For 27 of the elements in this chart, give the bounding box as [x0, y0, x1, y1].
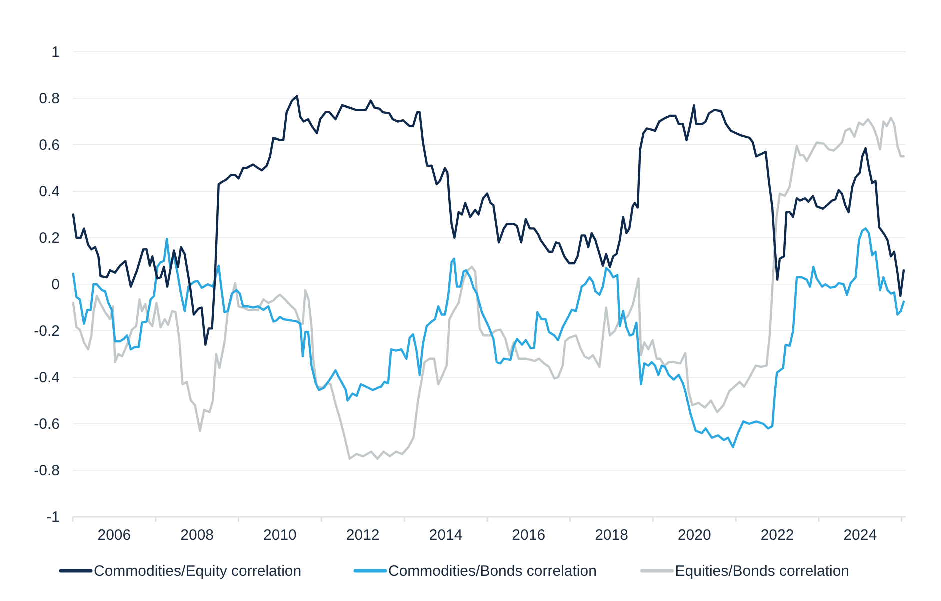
x-tick-label: 2014: [429, 527, 463, 544]
x-tick-label: 2008: [180, 527, 214, 544]
y-tick-label: -1: [46, 509, 60, 526]
x-tick-label: 2020: [678, 527, 712, 544]
y-tick-label: -0.6: [34, 416, 60, 433]
line-series: [72, 228, 906, 448]
x-tick-label: 2024: [844, 527, 878, 544]
x-tick-label: 2018: [595, 527, 628, 544]
y-tick-label: 0.8: [39, 90, 60, 108]
y-tick-label: 0.2: [39, 230, 60, 247]
y-tick-label: 0: [52, 276, 60, 294]
y-tick-label: -0.8: [34, 462, 60, 480]
x-tick-label: 2006: [98, 527, 132, 544]
x-tick-label: 2022: [760, 527, 794, 544]
x-tick-label: 2016: [512, 527, 546, 544]
line-series: [72, 95, 906, 346]
legend-label: Commodities/Equity correlation: [94, 563, 302, 580]
legend-label: Equities/Bonds correlation: [675, 563, 850, 580]
y-tick-label: 0.4: [39, 184, 60, 200]
x-tick-label: 2010: [264, 527, 297, 544]
y-tick-label: 0.6: [39, 137, 60, 154]
y-tick-label: -0.2: [34, 323, 60, 340]
x-tick-label: 2012: [346, 527, 380, 544]
y-tick-label: -0.4: [34, 370, 60, 386]
y-tick-label: 1: [52, 44, 60, 61]
line-series: [72, 117, 906, 460]
legend-label: Commodities/Bonds correlation: [388, 563, 597, 580]
